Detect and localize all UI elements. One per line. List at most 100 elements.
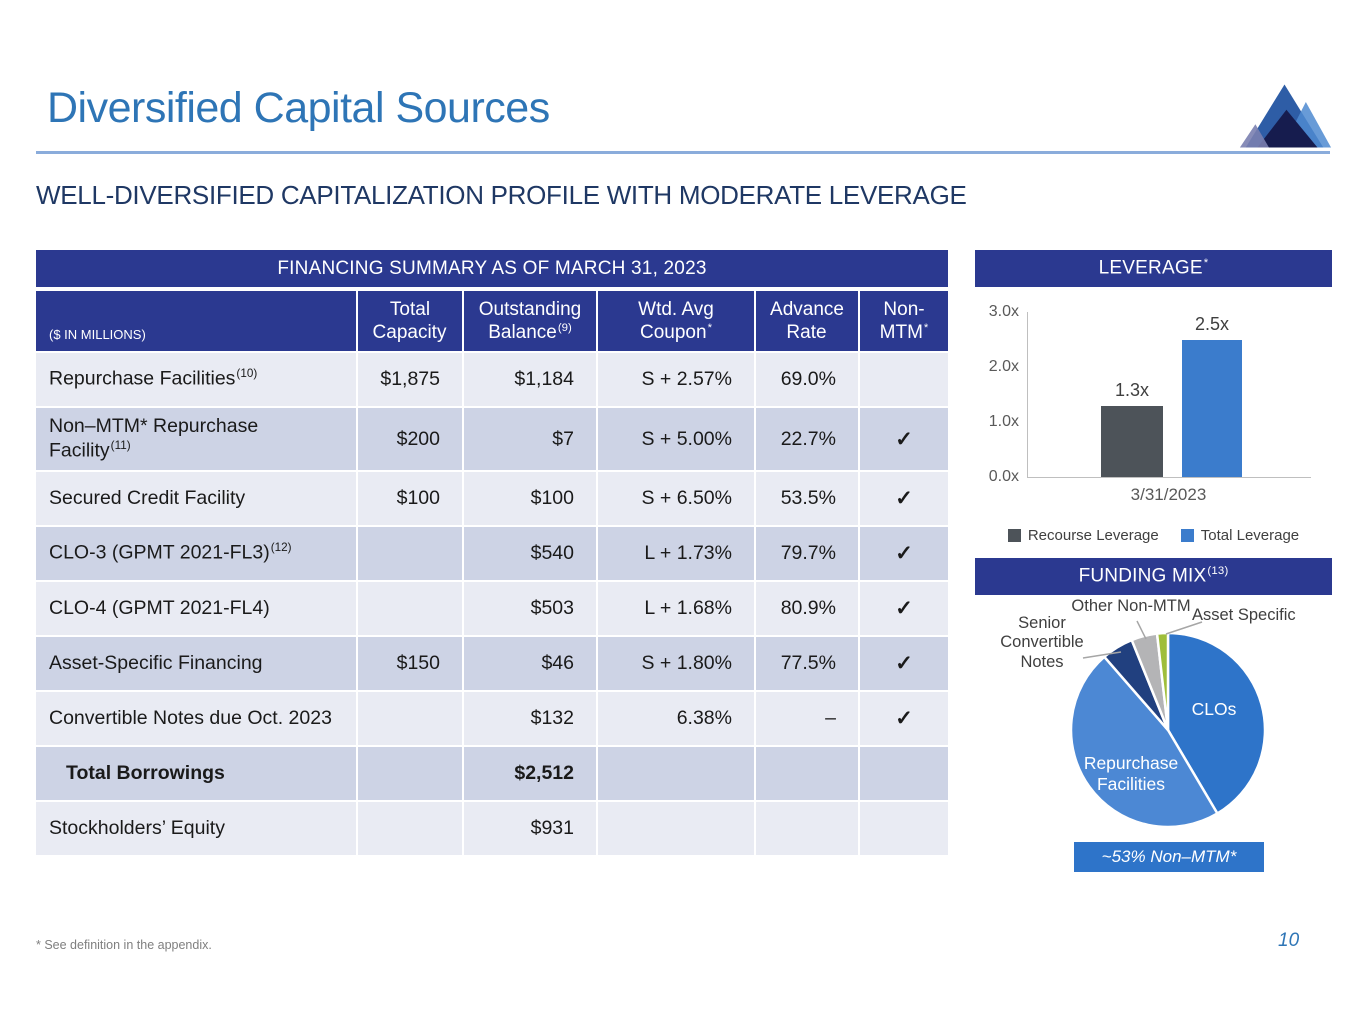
col-non-mtm: Non-MTM* (860, 291, 948, 351)
cell-non-mtm (860, 747, 948, 800)
row-label: Repurchase Facilities(10) (36, 353, 356, 406)
pie-slice (1069, 655, 1219, 829)
table-row: Non–MTM* Repurchase Facility(11) $200 $7 S … (36, 408, 948, 470)
cell-outstanding-balance: $46 (464, 637, 596, 690)
table-row: Secured Credit Facility $100 $100 S + 6.50%… (36, 472, 948, 525)
row-label: Convertible Notes due Oct. 2023 (36, 692, 356, 745)
table-row: Stockholders’ Equity $931 (36, 802, 948, 855)
cell-outstanding-balance: $931 (464, 802, 596, 855)
table-row: Repurchase Facilities(10) $1,875 $1,184 S +… (36, 353, 948, 406)
cell-total-capacity: $150 (358, 637, 462, 690)
cell-coupon: S + 2.57% (598, 353, 754, 406)
cell-total-capacity (358, 582, 462, 635)
cell-advance-rate: – (756, 692, 858, 745)
cell-advance-rate (756, 802, 858, 855)
bar-value-label: 1.3x (1114, 379, 1150, 400)
cell-total-capacity: $1,875 (358, 353, 462, 406)
bar-group-total: 2.5x (1182, 312, 1242, 477)
y-tick-label: 0.0x (988, 468, 1019, 485)
cell-advance-rate: 53.5% (756, 472, 858, 525)
funding-mix-pie-chart: Senior Convertible Notes Other Non-MTM A… (975, 595, 1332, 842)
cell-coupon: L + 1.73% (598, 527, 754, 580)
company-logo-icon (1236, 82, 1333, 151)
check-icon: ✓ (895, 487, 913, 510)
row-label: Asset-Specific Financing (36, 637, 356, 690)
table-row: Convertible Notes due Oct. 2023 $132 6.38%… (36, 692, 948, 745)
leverage-bar-chart: 3.0x 2.0x 1.0x 0.0x 1.3x 2.5x 3/31/2023 Reco… (975, 287, 1332, 558)
footnote: * See definition in the appendix. (36, 938, 212, 952)
funding-mix-panel-title: FUNDING MIX(13) (975, 558, 1332, 595)
cell-outstanding-balance: $503 (464, 582, 596, 635)
page-number: 10 (1278, 930, 1300, 951)
y-tick-label: 3.0x (988, 303, 1019, 320)
y-tick-label: 2.0x (988, 358, 1019, 375)
cell-non-mtm (860, 353, 948, 406)
cell-total-capacity (358, 747, 462, 800)
cell-coupon (598, 802, 754, 855)
table-row: CLO-3 (GPMT 2021-FL3)(12) $540 L + 1.73% 79… (36, 527, 948, 580)
cell-coupon: 6.38% (598, 692, 754, 745)
row-label: Stockholders’ Equity (36, 802, 356, 855)
pie-label-clos: CLOs (1191, 699, 1237, 719)
cell-non-mtm: ✓ (860, 582, 948, 635)
legend-item: Recourse Leverage (1007, 527, 1159, 544)
bar-group-recourse: 1.3x (1101, 312, 1163, 477)
cell-outstanding-balance: $132 (464, 692, 596, 745)
cell-total-capacity (358, 527, 462, 580)
cell-outstanding-balance: $7 (464, 408, 596, 470)
cell-non-mtm: ✓ (860, 692, 948, 745)
table-row: Asset-Specific Financing $150 $46 S + 1.80%… (36, 637, 948, 690)
cell-advance-rate: 77.5% (756, 637, 858, 690)
row-label: CLO-3 (GPMT 2021-FL3)(12) (36, 527, 356, 580)
cell-outstanding-balance: $540 (464, 527, 596, 580)
chart-legend: Recourse Leverage Total Leverage (975, 527, 1332, 544)
table-row: Total Borrowings $2,512 (36, 747, 948, 800)
row-label: Total Borrowings (36, 747, 356, 800)
row-label: CLO-4 (GPMT 2021-FL4) (36, 582, 356, 635)
cell-total-capacity: $100 (358, 472, 462, 525)
cell-advance-rate: 79.7% (756, 527, 858, 580)
cell-non-mtm (860, 802, 948, 855)
pie-svg (1069, 620, 1267, 829)
check-icon: ✓ (895, 427, 913, 451)
leverage-panel-title: LEVERAGE* (975, 250, 1332, 287)
pie-label-other-non-mtm: Other Non-MTM (1071, 597, 1191, 615)
header-divider (36, 151, 1330, 154)
cell-coupon: L + 1.68% (598, 582, 754, 635)
cell-non-mtm: ✓ (860, 472, 948, 525)
pie-slice (1166, 631, 1267, 815)
cell-advance-rate (756, 747, 858, 800)
pie-leader-lines (1082, 620, 1203, 659)
col-advance-rate: Advance Rate (756, 291, 858, 351)
row-label: Secured Credit Facility (36, 472, 356, 525)
legend-item: Total Leverage (1180, 527, 1299, 544)
cell-total-capacity (358, 692, 462, 745)
cell-advance-rate: 69.0% (756, 353, 858, 406)
charts-column: LEVERAGE* 3.0x 2.0x 1.0x 0.0x 1.3x 2.5x 3/31… (975, 250, 1332, 882)
col-outstanding-balance: Outstanding Balance(9) (464, 291, 596, 351)
cell-non-mtm: ✓ (860, 637, 948, 690)
table-body: Repurchase Facilities(10) $1,875 $1,184 S +… (36, 353, 948, 855)
x-axis-category: 3/31/2023 (1130, 485, 1207, 504)
col-total-capacity: Total Capacity (358, 291, 462, 351)
cell-non-mtm: ✓ (860, 408, 948, 470)
cell-coupon: S + 6.50% (598, 472, 754, 525)
check-icon: ✓ (895, 707, 913, 730)
cell-coupon: S + 1.80% (598, 637, 754, 690)
pie-label-senior-convertible-notes: Senior Convertible Notes (1000, 614, 1084, 671)
cell-advance-rate: 22.7% (756, 408, 858, 470)
legend-label: Recourse Leverage (1027, 527, 1159, 544)
pie-label-repurchase-facilities: Repurchase Facilities (1083, 753, 1179, 794)
check-icon: ✓ (895, 542, 913, 565)
bar (1182, 339, 1242, 477)
table-title: FINANCING SUMMARY AS OF MARCH 31, 2023 (36, 250, 948, 287)
table-header-row: ($ IN MILLIONS) Total Capacity Outstandi… (36, 291, 948, 351)
cell-outstanding-balance: $100 (464, 472, 596, 525)
financing-summary-table: FINANCING SUMMARY AS OF MARCH 31, 2023 (… (36, 250, 948, 855)
bar (1101, 405, 1163, 477)
cell-advance-rate: 80.9% (756, 582, 858, 635)
cell-non-mtm: ✓ (860, 527, 948, 580)
cell-coupon (598, 747, 754, 800)
cell-total-capacity (358, 802, 462, 855)
bar-plot-area: 1.3x 2.5x (1027, 312, 1311, 478)
